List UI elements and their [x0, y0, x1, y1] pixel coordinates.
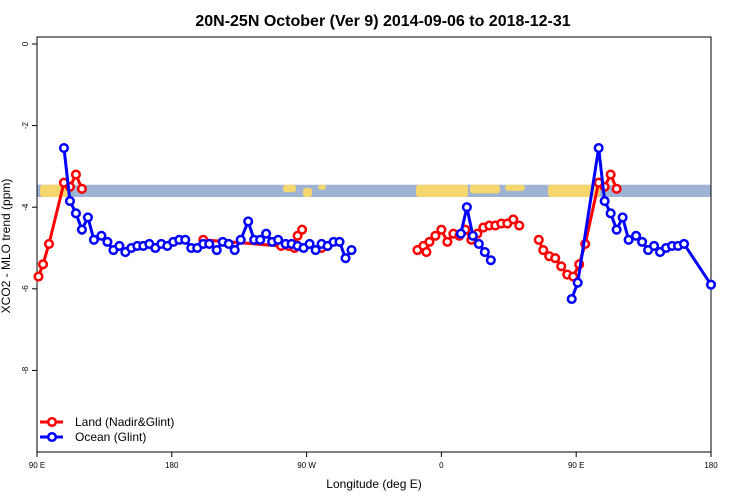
ocean-data-point [566, 293, 577, 305]
ocean-data-point [273, 234, 284, 245]
ocean-data-point [605, 208, 616, 219]
land-data-point [297, 224, 308, 235]
legend: Land (Nadir&Glint) Ocean (Glint) [40, 415, 174, 444]
ocean-data-point [485, 255, 496, 266]
ocean-data-point [180, 234, 191, 245]
land-data-point [605, 169, 616, 180]
land-data-point [43, 238, 55, 249]
ocean-data-point [70, 208, 81, 219]
map-land-patch [416, 184, 468, 197]
ocean-data-point [678, 238, 690, 249]
land-data-point [442, 236, 453, 247]
y-tick-label: -8 [21, 366, 30, 374]
map-land-patch [318, 184, 326, 190]
x-tick-label: 90 E [568, 461, 584, 470]
legend-land-marker [46, 416, 58, 428]
ocean-data-point [455, 228, 466, 239]
ocean-data-point [611, 224, 622, 235]
ocean-data-point [102, 236, 113, 247]
ocean-data-point [623, 234, 634, 245]
ocean-data-point [114, 240, 125, 252]
land-data-point [76, 183, 87, 194]
ocean-data-point [334, 236, 345, 247]
ocean-data-point [467, 230, 478, 241]
ocean-data-point [631, 230, 642, 241]
ocean-data-point [617, 212, 628, 223]
land-data-point [611, 183, 622, 194]
ocean-data-point [340, 253, 351, 264]
legend-land-label: Land (Nadir&Glint) [75, 415, 174, 429]
ocean-data-point [572, 277, 583, 288]
y-tick-label: -4 [21, 203, 30, 211]
chart-title: 20N-25N October (Ver 9) 2014-09-06 to 20… [195, 13, 570, 30]
y-tick-label: -2 [21, 121, 30, 129]
ocean-data-point [243, 216, 254, 227]
ocean-data-point [649, 240, 660, 252]
ocean-data-point [211, 244, 222, 256]
map-ocean-band [37, 184, 711, 197]
x-tick-label: 90 E [29, 461, 45, 470]
ocean-data-point [223, 238, 234, 249]
ocean-data-point [599, 196, 610, 207]
land-data-point [550, 253, 561, 264]
legend-ocean-label: Ocean (Glint) [75, 430, 146, 444]
ocean-data-point [346, 244, 357, 256]
ocean-data-point [593, 142, 604, 154]
x-axis-label: Longitude (deg E) [326, 477, 421, 491]
land-data-point [33, 271, 44, 282]
series-layer [33, 142, 717, 305]
land-data-point [70, 169, 81, 180]
land-data-point [430, 230, 441, 241]
x-tick-label: 90 W [297, 461, 316, 470]
ocean-data-point [58, 142, 70, 154]
land-data-point [421, 247, 432, 258]
y-tick-label: 0 [21, 41, 30, 46]
legend-ocean-marker [46, 431, 58, 443]
ocean-data-point [204, 238, 215, 249]
ocean-data-point [473, 238, 484, 249]
map-land-patch [283, 184, 296, 193]
ocean-data-point [705, 279, 717, 290]
y-tick-label: -6 [21, 285, 30, 293]
ocean-data-point [229, 244, 240, 256]
ocean-data-point [637, 236, 648, 247]
ocean-data-point [479, 247, 490, 258]
map-land-patch [548, 184, 600, 197]
land-data-point [37, 259, 49, 270]
ocean-data-point [96, 230, 107, 241]
map-land-patch [505, 184, 525, 191]
x-tick-label: 180 [704, 461, 718, 470]
land-data-point [436, 224, 447, 235]
land-data-point [538, 244, 549, 256]
map-land-patch [470, 184, 500, 194]
plot-frame [36, 36, 712, 453]
map-land-patch [303, 187, 312, 197]
ocean-data-point [255, 234, 266, 245]
ocean-data-point [310, 244, 321, 256]
ocean-data-point [88, 234, 99, 245]
x-tick-label: 180 [165, 461, 179, 470]
ocean-data-point [261, 228, 272, 239]
map-strip [37, 184, 711, 197]
y-axis-label: XCO2 - MLO trend (ppm) [0, 179, 13, 314]
land-data-point [424, 236, 435, 247]
ocean-data-point [461, 202, 472, 213]
ocean-data-point [64, 196, 76, 207]
ocean-data-point [235, 234, 246, 245]
x-tick-label: 0 [439, 461, 444, 470]
land-data-point [556, 261, 567, 272]
ocean-data-point [304, 238, 315, 249]
axis-ticks: 90 E 180 90 W 0 90 E 180 0 -2 -4 -6 -8 [21, 41, 718, 470]
ocean-data-point [76, 224, 87, 235]
ocean-data-point [82, 212, 93, 223]
land-data-point [533, 234, 544, 245]
land-data-point [508, 214, 519, 225]
ocean-series-line [570, 146, 713, 300]
land-data-point [514, 220, 525, 231]
